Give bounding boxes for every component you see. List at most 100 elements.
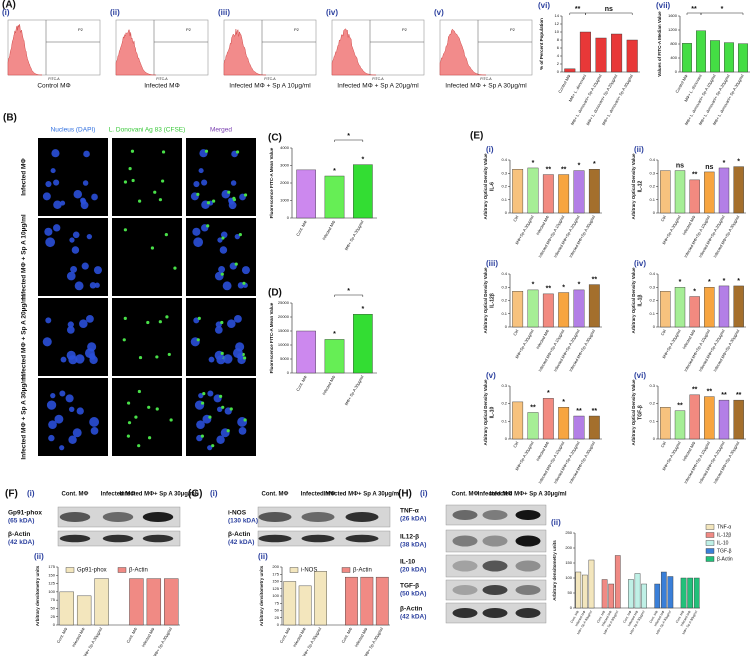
bar bbox=[345, 576, 358, 626]
band bbox=[515, 560, 541, 572]
x-axis-label: FITC-A bbox=[372, 77, 384, 81]
parasite bbox=[221, 236, 225, 240]
y-tick-label: 100 bbox=[272, 593, 279, 598]
y-axis-label: Arbitrary Optical Density Value bbox=[483, 267, 488, 334]
bar bbox=[283, 581, 297, 626]
chart-label: (C) bbox=[268, 133, 282, 144]
bar bbox=[660, 170, 671, 214]
nucleus bbox=[201, 179, 208, 186]
nucleus bbox=[230, 180, 237, 186]
nucleus bbox=[48, 434, 55, 442]
x-tick-label: Control MΦ bbox=[557, 74, 572, 94]
y-tick-label: 0.1 bbox=[501, 418, 507, 423]
y-tick-label: 25 bbox=[51, 614, 56, 619]
y-tick-label: 150 bbox=[565, 560, 572, 565]
plot-label: (ii) bbox=[110, 8, 120, 17]
y-tick-label: 150 bbox=[272, 579, 279, 584]
y-tick-label: 175 bbox=[48, 564, 55, 569]
x-tick-label: Cont. MΦ bbox=[675, 610, 686, 624]
bar bbox=[512, 401, 524, 440]
chart-label: (iii) bbox=[486, 259, 498, 268]
nucleus bbox=[54, 414, 64, 424]
x-tick-label: Infected MΦ+Sp A 10µg/ml bbox=[683, 214, 711, 258]
y-tick-label: 175 bbox=[272, 571, 279, 576]
significance: ** bbox=[691, 6, 697, 13]
bracket bbox=[334, 139, 364, 142]
parasite bbox=[146, 320, 150, 325]
nucleus bbox=[86, 314, 94, 323]
bar bbox=[588, 559, 595, 609]
panel-label: (A) bbox=[2, 0, 16, 11]
band-size: (20 kDA) bbox=[400, 567, 426, 574]
y-tick-label: 50 bbox=[51, 605, 56, 610]
band bbox=[258, 534, 292, 543]
nucleus bbox=[44, 227, 53, 236]
nucleus bbox=[235, 342, 245, 352]
bar bbox=[733, 166, 744, 214]
nucleus bbox=[70, 265, 78, 273]
parasite bbox=[128, 167, 132, 171]
bar bbox=[527, 412, 539, 440]
parasite bbox=[229, 407, 233, 411]
parasite bbox=[150, 246, 155, 250]
x-tick-label: Control MΦ bbox=[674, 74, 689, 94]
band bbox=[142, 534, 174, 543]
band bbox=[452, 585, 478, 595]
y-tick-label: 0.2 bbox=[501, 401, 507, 406]
y-tick-label: 125 bbox=[48, 581, 55, 586]
bar bbox=[512, 169, 524, 214]
y-tick-label: 15000 bbox=[278, 328, 290, 333]
legend-label: β-Actin bbox=[717, 556, 733, 562]
y-tick-label: 125 bbox=[272, 586, 279, 591]
nucleus bbox=[228, 201, 237, 210]
x-tick-label: Cont. MΦ bbox=[649, 610, 660, 624]
parasite bbox=[220, 272, 224, 276]
x-tick-label: Infected MΦ bbox=[292, 627, 307, 648]
parasite bbox=[153, 190, 157, 194]
bar bbox=[660, 407, 671, 440]
bar bbox=[687, 577, 693, 609]
y-tick-label: 14 bbox=[555, 13, 560, 18]
y-tick-label: 75 bbox=[275, 600, 280, 605]
x-tick-label: MΦ+ Sp A 30µg/ml bbox=[152, 626, 173, 656]
significance: ** bbox=[592, 276, 598, 283]
parasite bbox=[196, 338, 200, 342]
parasite bbox=[158, 198, 163, 202]
y-tick-label: 0.3 bbox=[501, 170, 507, 175]
significance: * bbox=[361, 306, 364, 313]
parasite bbox=[127, 421, 132, 425]
x-tick-label: Infected MΦ bbox=[140, 627, 155, 648]
bar bbox=[360, 576, 374, 626]
nucleus bbox=[74, 281, 84, 291]
y-tick-label: 0 bbox=[53, 622, 56, 627]
significance: ** bbox=[707, 388, 713, 395]
column-header: L. Donovani Ag 83 (CFSE) bbox=[109, 127, 186, 134]
band-size: (50 kDA) bbox=[400, 591, 426, 598]
band-name: β-Actin bbox=[400, 606, 422, 613]
bar bbox=[76, 595, 92, 626]
y-tick-label: 200 bbox=[272, 564, 279, 569]
y-tick-label: 0.1 bbox=[649, 197, 655, 202]
parasite bbox=[242, 281, 246, 285]
row-label: Infected MΦ + Sp A 10µg/ml bbox=[21, 214, 28, 300]
bar bbox=[588, 284, 600, 328]
significance: * bbox=[593, 161, 596, 168]
nucleus bbox=[72, 231, 80, 239]
bar bbox=[628, 579, 634, 609]
y-tick-label: 10000 bbox=[278, 342, 290, 347]
caption: Control MΦ bbox=[37, 83, 70, 90]
bar bbox=[542, 293, 554, 328]
bar bbox=[527, 289, 539, 328]
nucleus bbox=[223, 354, 233, 364]
sub-label: (i) bbox=[420, 489, 428, 498]
micrograph bbox=[112, 378, 182, 456]
y-axis-label: Arbitrary Optical Density Value bbox=[631, 153, 636, 220]
significance: ** bbox=[530, 404, 536, 411]
parasite bbox=[227, 190, 231, 194]
x-tick-label: Infected MΦ+Sp A 20µg/ml bbox=[698, 440, 726, 484]
lane-label: Infected MΦ bbox=[301, 492, 336, 498]
x-tick-label: MΦ+ L. donovani+ Sp A 30µg/ml bbox=[601, 73, 634, 126]
x-tick-label: Infected MΦ bbox=[535, 215, 550, 236]
row-label: Infected MΦ + Sp A 30µg/ml bbox=[21, 374, 28, 460]
panel-label: (E) bbox=[470, 131, 483, 142]
